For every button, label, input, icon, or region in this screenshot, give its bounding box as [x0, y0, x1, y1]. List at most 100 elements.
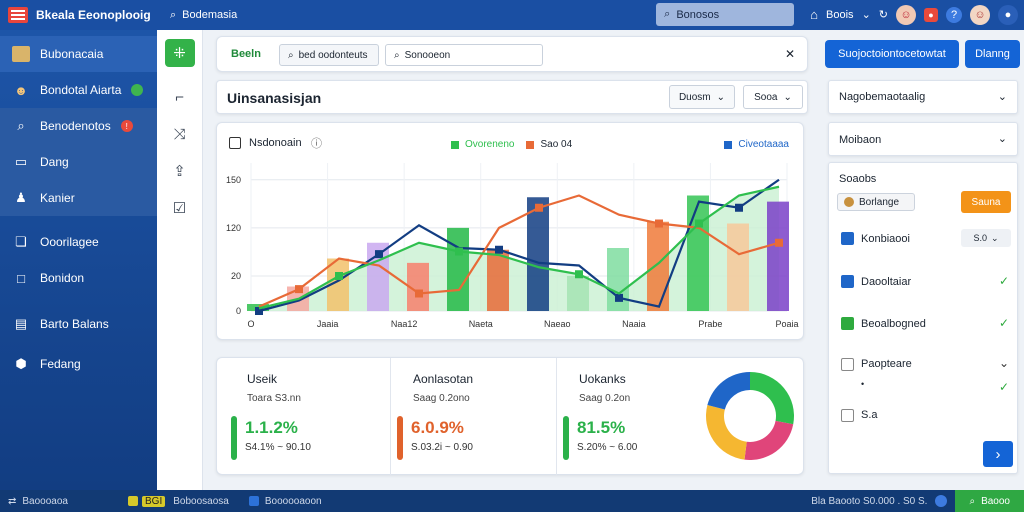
- series-point: [535, 203, 543, 212]
- balance-icon: ▤: [14, 316, 28, 331]
- status-bar: ⇄ Baoooaoa BGI Boboosaosa Boooooaoon Bla…: [0, 490, 1024, 512]
- orange-button[interactable]: Sauna: [961, 191, 1011, 213]
- user-avatar[interactable]: ☺: [970, 4, 990, 25]
- x-tick-label: Prabe: [698, 319, 722, 329]
- chart-bar: [687, 195, 709, 311]
- scope-select[interactable]: Sooa ⌄: [743, 85, 803, 109]
- filter-field-1-text: bed oodonteuts: [298, 49, 368, 61]
- option-label: Beoalbogned: [861, 318, 926, 330]
- sidebar-item-label: Bonidon: [40, 271, 85, 285]
- chart-bar: [447, 227, 469, 311]
- series-point: [255, 307, 263, 315]
- x-tick-label: O: [247, 319, 254, 329]
- settings-icon[interactable]: [935, 495, 948, 507]
- top-search-input[interactable]: ⌕ Bonosos: [656, 3, 795, 26]
- y-tick-label: 0: [236, 306, 241, 316]
- right-panel-sub: Moibaon ⌄: [828, 122, 1018, 156]
- avatar[interactable]: ☺: [896, 4, 916, 25]
- status-left: Baoooaoa: [22, 495, 68, 507]
- sidebar-item-7[interactable]: ▤ Barto Balans: [0, 306, 157, 342]
- checkbox-checked[interactable]: [841, 275, 854, 288]
- chart-bar: [487, 249, 509, 311]
- profile-icon[interactable]: ●: [998, 4, 1018, 25]
- sidebar-item-2[interactable]: ⌕ Benodenotos !: [0, 108, 157, 144]
- checkbox-checked[interactable]: [841, 232, 854, 245]
- check-tool-icon[interactable]: ☑: [172, 200, 187, 217]
- filter-field-2-text: Sonooeon: [404, 49, 451, 61]
- alert-badge: !: [120, 120, 133, 132]
- filter-bar: Beeln ⌕ bed oodonteuts ⌕ Sonooeon ✕: [216, 36, 808, 72]
- sidebar-item-5[interactable]: ❏ Ooorilagee: [0, 224, 157, 260]
- search-icon: ⌕: [394, 49, 400, 61]
- top-search[interactable]: ⌕ Bodemasia: [170, 9, 237, 22]
- sidebar-item-4[interactable]: ♟ Kanier: [0, 180, 157, 216]
- user-menu[interactable]: Boois: [826, 8, 854, 21]
- sidebar-item-label: Bubonacaia: [40, 47, 104, 61]
- chevron-down-icon[interactable]: ⌄: [861, 9, 871, 21]
- export-tool-icon[interactable]: ⇪: [173, 163, 186, 180]
- series-point: [495, 245, 503, 254]
- status-mid1[interactable]: BGI: [142, 495, 166, 507]
- sidebar-item-0[interactable]: Bubonacaia: [0, 36, 157, 72]
- series-point: [295, 285, 303, 294]
- next-button[interactable]: ›: [983, 441, 1013, 467]
- chevron-down-icon[interactable]: ⌄: [997, 133, 1007, 145]
- primary-action-button[interactable]: Suojoctoiontocetowtat: [825, 40, 959, 68]
- status-icon: ⇄: [8, 495, 17, 507]
- chevron-down-icon[interactable]: ⌄: [997, 91, 1007, 103]
- chart-bar: [607, 248, 629, 311]
- chart-bar: [727, 223, 749, 311]
- app-logo[interactable]: Bkeala Eeonoplooig: [0, 7, 160, 23]
- chart-legend: Ovoreneno Sao 04: [451, 139, 572, 150]
- close-icon[interactable]: ✕: [784, 47, 795, 61]
- chart-bar: [767, 201, 789, 311]
- sidebar-item-1[interactable]: ☻ Bondotal Aiarta: [0, 72, 157, 108]
- bullet-icon: •: [861, 379, 865, 389]
- donut-slice: [706, 405, 747, 460]
- series-point: [335, 272, 343, 280]
- sidebar-item-8[interactable]: ⬢ Fedang: [0, 346, 157, 382]
- secondary-action-button[interactable]: Dlanng: [965, 40, 1020, 68]
- stat-value: 1.1.2%: [245, 418, 298, 437]
- search-icon: ⌕: [969, 495, 976, 507]
- chart-title: Nsdonoain: [249, 137, 302, 149]
- status-badge: [131, 84, 144, 96]
- sidebar-item-3[interactable]: ▭ Dang: [0, 144, 157, 180]
- transfer-tool-icon[interactable]: ⤨: [173, 125, 186, 143]
- square-icon: □: [17, 270, 25, 286]
- chart-checkbox[interactable]: [229, 137, 241, 149]
- info-icon[interactable]: ⓘ: [311, 138, 322, 150]
- search-icon: ⌕: [17, 118, 25, 133]
- checkbox-checked[interactable]: [841, 317, 854, 330]
- legend-label: Civeotaaaa: [738, 139, 789, 150]
- dashboard-tool-icon[interactable]: ⁜: [164, 39, 195, 67]
- notification-icon[interactable]: ●: [924, 7, 938, 22]
- chevron-down-icon[interactable]: ⌄: [999, 356, 1010, 370]
- sidebar-item-label: Kanier: [40, 191, 75, 205]
- checkbox-unchecked[interactable]: [841, 409, 854, 422]
- help-icon[interactable]: ?: [946, 6, 962, 23]
- refresh-icon[interactable]: ↻: [878, 9, 888, 21]
- chart-bar: [407, 262, 429, 311]
- check-icon: ✓: [999, 274, 1010, 288]
- sync-status[interactable]: ⌕ Baooo: [955, 490, 1024, 512]
- sidebar-item-6[interactable]: □ Bonidon: [0, 260, 157, 296]
- series-point: [655, 219, 663, 228]
- checkbox-unchecked[interactable]: [841, 358, 854, 371]
- document-tool-icon[interactable]: ⌐: [175, 88, 184, 106]
- sidebar-item-label: Dang: [40, 155, 69, 169]
- y-tick-label: 150: [226, 175, 241, 185]
- x-tick-label: Naeao: [544, 319, 571, 329]
- books-icon: [8, 7, 28, 23]
- donut-slice: [744, 420, 794, 460]
- legend-label: Ovoreneno: [465, 139, 515, 150]
- option-chip[interactable]: Borlange: [837, 193, 915, 211]
- filter-field-2[interactable]: ⌕ Sonooeon: [385, 44, 543, 66]
- value-select[interactable]: S.0 ⌄: [961, 229, 1011, 247]
- filter-field-1[interactable]: ⌕ bed oodonteuts: [279, 44, 379, 66]
- stat-bar: [397, 416, 403, 460]
- period-select[interactable]: Duosm ⌄: [669, 85, 735, 109]
- home-icon[interactable]: ⌂: [810, 7, 819, 22]
- series-point: [415, 289, 423, 298]
- legend-swatch: [526, 140, 535, 149]
